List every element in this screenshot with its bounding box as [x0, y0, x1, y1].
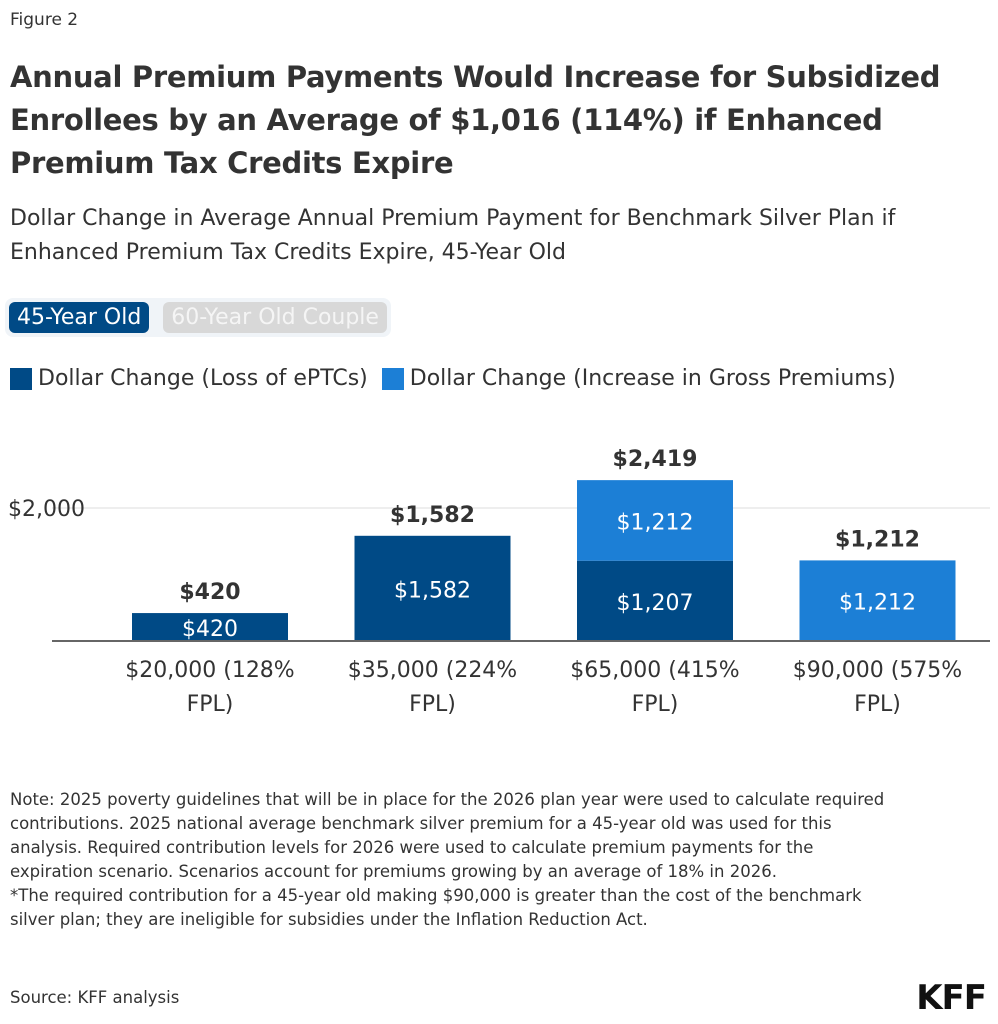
bar-segment — [132, 613, 288, 641]
x-tick-label-line2: FPL) — [854, 692, 901, 717]
age-toggle: 45-Year Old 60-Year Old Couple — [5, 298, 391, 337]
x-tick-label-line2: FPL) — [632, 692, 679, 717]
toggle-45-year-old[interactable]: 45-Year Old — [9, 302, 150, 333]
total-label: $1,212 — [835, 527, 920, 552]
x-tick-label: $35,000 (224% — [348, 658, 517, 683]
legend-swatch — [381, 367, 404, 390]
x-tick-label: $65,000 (415% — [570, 658, 739, 683]
bar-segment — [577, 480, 733, 561]
segment-label: $1,207 — [617, 591, 694, 616]
toggle-60-year-old-couple[interactable]: 60-Year Old Couple — [163, 302, 387, 333]
legend-label: Dollar Change (Increase in Gross Premium… — [409, 366, 896, 391]
chart-subtitle: Dollar Change in Average Annual Premium … — [10, 206, 896, 265]
bar-chart: $2,000 $420 $420 $20,000 (128% FPL) $1,582 $1,… — [8, 447, 990, 717]
notes: Note: 2025 poverty guidelines that will … — [10, 788, 890, 932]
segment-label: $1,212 — [839, 591, 916, 616]
total-label: $420 — [179, 580, 240, 605]
kff-logo: KFF — [916, 978, 987, 1018]
legend-item-gross-premiums: Dollar Change (Increase in Gross Premium… — [381, 366, 896, 391]
total-label: $2,419 — [613, 447, 698, 472]
segment-label: $420 — [182, 617, 238, 642]
x-tick-label: $20,000 (128% — [125, 658, 294, 683]
bar-segment — [354, 535, 511, 641]
legend-label: Dollar Change (Loss of ePTCs) — [38, 366, 368, 391]
total-label: $1,582 — [390, 503, 475, 528]
note-text: Note: 2025 poverty guidelines that will … — [10, 790, 885, 881]
legend-swatch — [10, 367, 32, 390]
x-tick-label-line2: FPL) — [409, 692, 456, 717]
bar-segment — [799, 560, 956, 641]
figure-label: Figure 2 — [10, 10, 79, 30]
x-tick-label: $90,000 (575% — [793, 658, 962, 683]
legend: Dollar Change (Loss of ePTCs) Dollar Cha… — [10, 366, 896, 391]
legend-item-loss-eptcs: Dollar Change (Loss of ePTCs) — [10, 366, 368, 391]
x-tick-label-line2: FPL) — [187, 692, 234, 717]
segment-label: $1,582 — [394, 578, 471, 603]
note-footnote: *The required contribution for a 45-year… — [10, 886, 862, 929]
chart-title: Annual Premium Payments Would Increase f… — [10, 60, 941, 180]
segment-label: $1,212 — [617, 510, 694, 535]
bar-segment — [577, 560, 733, 641]
y-tick-label: $2,000 — [8, 497, 85, 522]
source: Source: KFF analysis — [10, 988, 180, 1007]
